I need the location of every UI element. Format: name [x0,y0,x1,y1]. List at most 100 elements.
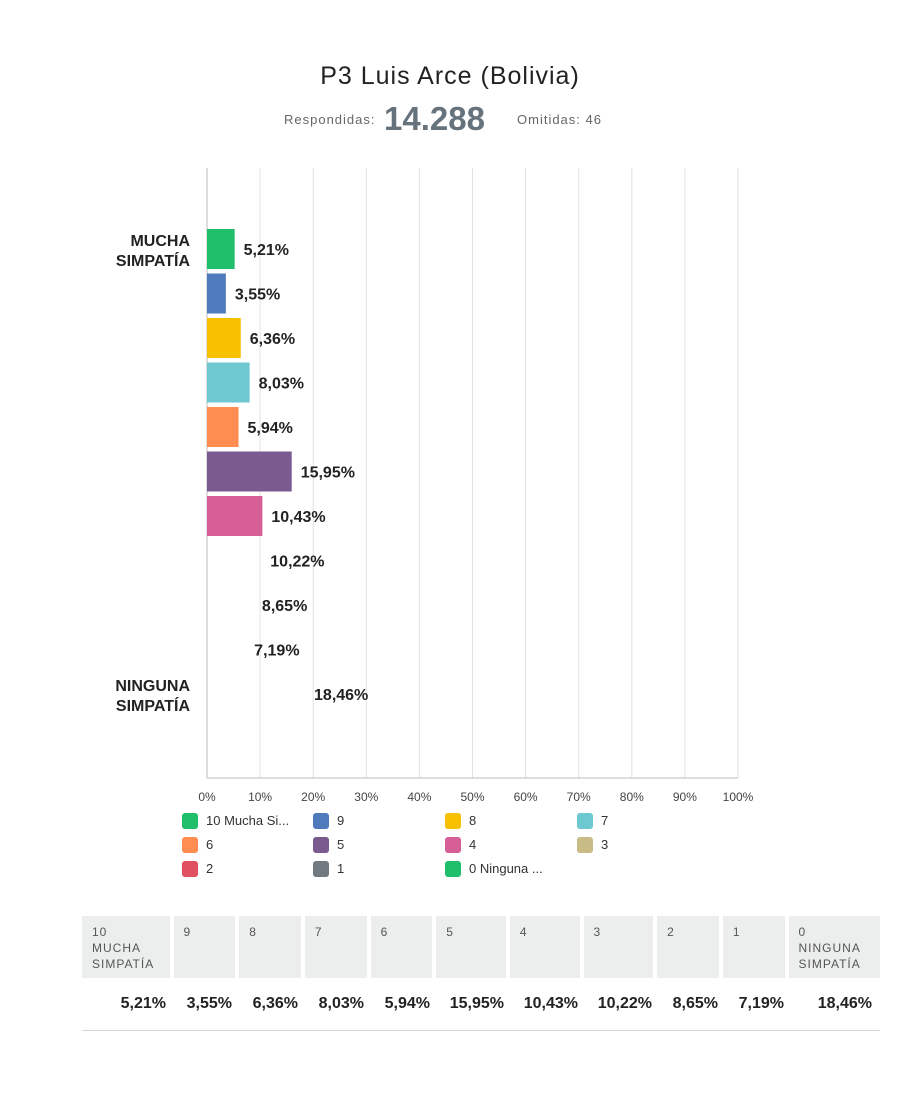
header-line: 5 [446,925,454,939]
group-label-top-line1: MUCHA [130,233,190,250]
legend-swatch [313,836,329,853]
header-line: 10 [92,925,108,939]
table-header-cell: 0 NINGUNA SIMPATÍA [788,916,881,978]
table-header-cell: 2 [657,916,719,978]
legend-swatch [182,812,198,829]
bar-value-label: 5,94% [248,420,293,437]
bar[interactable] [207,273,226,314]
legend-item[interactable]: 8 [445,812,476,832]
table-cell: 8,65% [672,995,718,1012]
bar-value-label: 5,21% [244,242,289,259]
group-label-top-line2: SIMPATÍA [115,253,190,270]
skipped-label: Omitidas: 46 [517,112,602,127]
header-line: NINGUNA [798,941,861,955]
table-cell: 10,22% [597,995,652,1012]
bar-value-label: 18,46% [314,687,368,704]
bar[interactable] [207,451,292,492]
header-line: 3 [593,925,602,939]
table-cell: 8,03% [318,995,364,1012]
bar-value-label: 6,36% [250,331,295,348]
answered-label: Respondidas: [284,112,376,127]
bar-value-label: 7,19% [254,643,299,660]
legend-label: 9 [337,813,345,829]
table-row: 5,21% 3,55% 6,36% 8,03% 5,94% 15,95% 10,… [82,978,880,1031]
bar[interactable] [207,407,239,447]
legend-label: 4 [469,837,477,853]
group-label-bottom-line1: NINGUNA [115,678,190,695]
legend-swatch [182,860,198,877]
bar-value-label: 10,43% [271,509,325,526]
table-cell: 7,19% [738,995,784,1012]
table-cell: 6,36% [252,995,298,1012]
x-tick-label: 0% [198,790,216,804]
header-line: 4 [519,925,528,939]
legend-label: 7 [601,813,609,829]
legend-swatch [182,836,198,853]
x-tick-label: 50% [460,790,484,804]
group-label-bottom: NINGUNA SIMPATÍA [90,677,190,717]
response-stats: Respondidas: 14.288 Omitidas: 46 [0,100,900,140]
legend-label: 2 [206,861,214,877]
legend-label: 3 [601,837,609,853]
header-line: 7 [314,925,323,939]
group-label-top: MUCHA SIMPATÍA [90,232,190,272]
table-header-cell: 6 [370,916,433,978]
header-line: 2 [667,925,675,939]
legend-item[interactable]: 0 Ninguna ... [445,860,543,880]
legend-label: 5 [337,837,345,853]
bar-value-label: 8,65% [262,598,307,615]
bar[interactable] [207,362,250,403]
legend-item[interactable]: 5 [313,836,344,856]
legend-swatch [313,812,329,829]
x-tick-label: 10% [248,790,272,804]
x-tick-label: 30% [354,790,378,804]
legend-label: 0 Ninguna ... [469,861,543,877]
legend-label: 1 [337,861,345,877]
legend-swatch [445,812,461,829]
header-line: 6 [380,925,389,939]
legend-item[interactable]: 3 [577,836,608,856]
header-line: SIMPATÍA [798,957,861,971]
legend-item[interactable]: 10 Mucha Si... [182,812,289,832]
bar[interactable] [207,229,235,269]
legend-swatch [577,812,593,829]
legend-item[interactable]: 9 [313,812,344,832]
bar[interactable] [207,318,241,358]
bar-value-label: 10,22% [270,554,324,571]
legend-label: 8 [469,813,477,829]
table-header-cell: 8 [239,916,301,978]
table-header-cell: 10 MUCHA SIMPATÍA [82,916,170,978]
data-table: 10 MUCHA SIMPATÍA 9 8 7 6 5 4 3 2 1 0 NI… [82,916,881,1031]
answered-count: 14.288 [384,100,485,137]
bar-value-label: 8,03% [259,376,304,393]
bar[interactable] [207,496,263,536]
bar-value-label: 3,55% [235,287,280,304]
legend-item[interactable]: 2 [182,860,213,880]
legend-item[interactable]: 1 [313,860,344,880]
table-cell: 5,94% [384,995,430,1012]
legend-swatch [445,836,461,853]
x-tick-label: 40% [407,790,431,804]
chart-title: P3 Luis Arce (Bolivia) [320,62,580,90]
x-tick-label: 100% [723,790,754,804]
x-tick-label: 60% [514,790,538,804]
table-cell: 10,43% [523,995,578,1012]
legend-item[interactable]: 4 [445,836,476,856]
table-cell: 15,95% [449,995,504,1012]
table-header-cell: 7 [304,916,367,978]
header-line: 8 [249,925,257,939]
legend-item[interactable]: 6 [182,836,213,856]
legend-item[interactable]: 7 [577,812,608,832]
legend-label: 10 Mucha Si... [206,813,290,829]
table-cell: 5,21% [120,995,166,1012]
table-header-cell: 3 [583,916,654,978]
table-header-cell: 1 [722,916,785,978]
legend-swatch [577,836,593,853]
legend-label: 6 [206,837,214,853]
x-tick-label: 90% [673,790,697,804]
x-tick-label: 80% [620,790,644,804]
table-header-row: 10 MUCHA SIMPATÍA 9 8 7 6 5 4 3 2 1 0 NI… [82,916,881,978]
group-label-bottom-line2: SIMPATÍA [115,698,190,715]
bar-value-label: 15,95% [301,465,355,482]
legend-swatch [445,860,461,877]
